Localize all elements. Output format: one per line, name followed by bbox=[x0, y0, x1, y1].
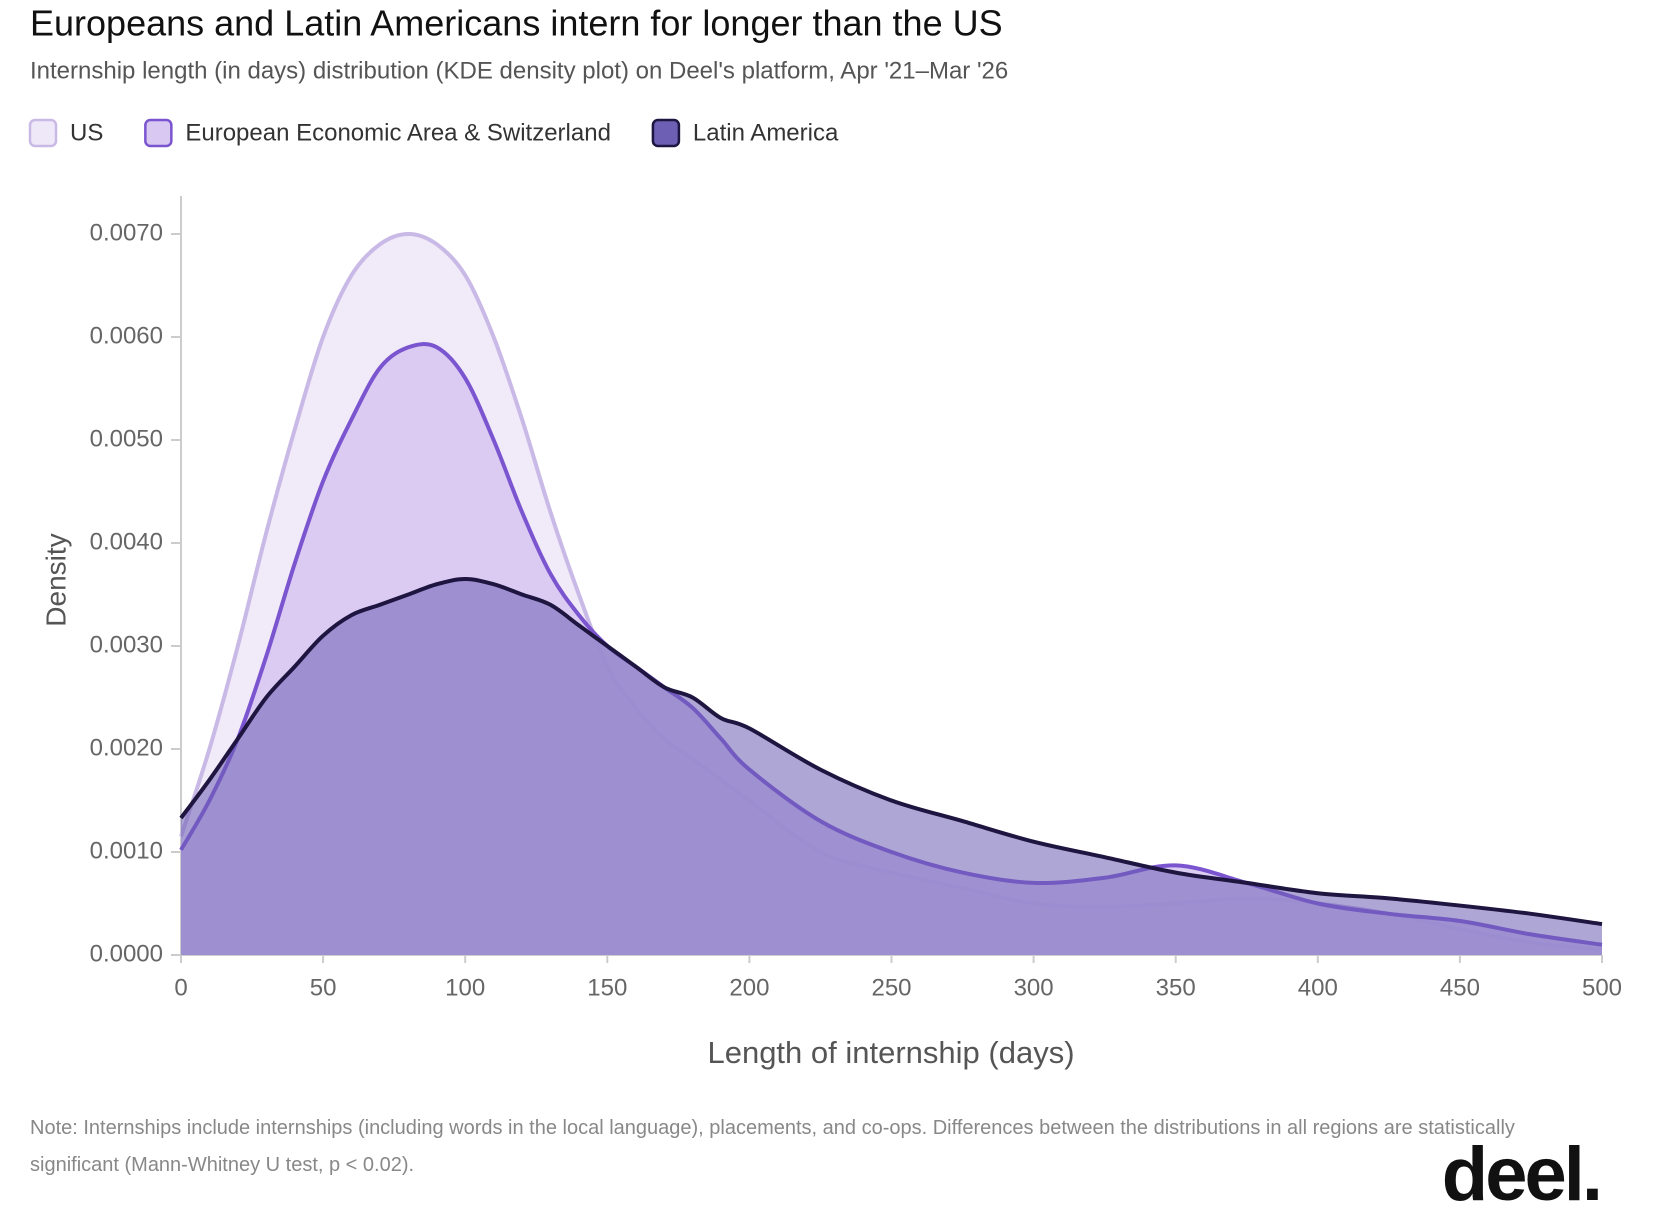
y-tick-label: 0.0020 bbox=[90, 734, 163, 761]
legend-label: European Economic Area & Switzerland bbox=[185, 119, 611, 146]
area-fill bbox=[181, 579, 1602, 955]
x-tick-label: 350 bbox=[1156, 974, 1196, 1001]
x-axis-label: Length of internship (days) bbox=[707, 1035, 1074, 1070]
x-tick-label: 0 bbox=[174, 974, 187, 1001]
note-box: Note: Internships include internships (i… bbox=[30, 1117, 1515, 1176]
x-tick-label: 500 bbox=[1582, 974, 1622, 1001]
y-tick-label: 0.0040 bbox=[90, 528, 163, 555]
x-tick-label: 400 bbox=[1298, 974, 1338, 1001]
x-tick-label: 250 bbox=[871, 974, 911, 1001]
chart-title: Europeans and Latin Americans intern for… bbox=[30, 3, 1003, 44]
legend-swatch bbox=[651, 118, 681, 148]
note: Note: Internships include internships (i… bbox=[30, 1117, 1515, 1176]
legend-swatch bbox=[28, 118, 58, 148]
chart-subtitle: Internship length (in days) distribution… bbox=[30, 57, 1008, 84]
x-tick-label: 200 bbox=[729, 974, 769, 1001]
x-tick-label: 300 bbox=[1014, 974, 1054, 1001]
legend-label: Latin America bbox=[693, 119, 839, 146]
x-tick-label: 100 bbox=[445, 974, 485, 1001]
legend-label: US bbox=[70, 119, 103, 146]
x-tick-label: 450 bbox=[1440, 974, 1480, 1001]
x-tick-label: 150 bbox=[587, 974, 627, 1001]
y-tick-label: 0.0030 bbox=[90, 631, 163, 658]
y-tick-label: 0.0000 bbox=[90, 940, 163, 967]
y-tick-label: 0.0010 bbox=[90, 837, 163, 864]
legend-swatch bbox=[144, 118, 173, 148]
y-tick-label: 0.0060 bbox=[90, 322, 163, 349]
y-axis-label: Density bbox=[40, 533, 71, 626]
logo: deel. bbox=[1442, 1132, 1600, 1217]
y-tick-label: 0.0050 bbox=[90, 425, 163, 452]
x-tick-label: 50 bbox=[310, 974, 337, 1001]
y-tick-label: 0.0070 bbox=[90, 219, 163, 246]
density-line bbox=[179, 577, 1603, 927]
